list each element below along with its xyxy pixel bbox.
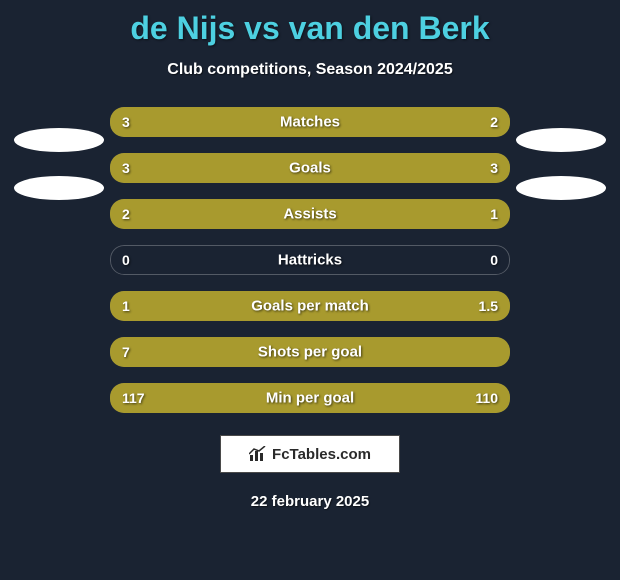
stat-label: Min per goal xyxy=(266,390,354,407)
stat-value-left: 0 xyxy=(122,252,130,268)
stat-value-left: 2 xyxy=(122,206,130,222)
stat-bar-right xyxy=(350,107,510,137)
stat-label: Hattricks xyxy=(278,252,342,269)
brand-badge[interactable]: FcTables.com xyxy=(220,435,400,473)
stat-row: 0 0 Hattricks xyxy=(110,245,510,275)
decorative-ellipse xyxy=(516,128,606,152)
stat-row: 2 1 Assists xyxy=(110,199,510,229)
stat-value-right: 0 xyxy=(490,252,498,268)
stat-label: Goals xyxy=(289,160,331,177)
stat-value-left: 117 xyxy=(122,390,145,406)
stats-container: 3 2 Matches 3 3 Goals 2 1 Assists 0 0 Hattricks 1 1.5… xyxy=(0,107,620,413)
stat-bar-left xyxy=(110,199,378,229)
stat-row: 7 Shots per goal xyxy=(110,337,510,367)
stat-row: 1 1.5 Goals per match xyxy=(110,291,510,321)
stat-label: Goals per match xyxy=(251,298,369,315)
stat-row: 3 3 Goals xyxy=(110,153,510,183)
decorative-ellipse xyxy=(516,176,606,200)
comparison-title: de Nijs vs van den Berk xyxy=(0,0,620,47)
stat-value-left: 7 xyxy=(122,344,130,360)
stat-label: Shots per goal xyxy=(258,344,362,361)
stat-label: Matches xyxy=(280,114,340,131)
stat-bar-left xyxy=(110,153,310,183)
stat-value-right: 1.5 xyxy=(479,298,498,314)
stat-row: 117 110 Min per goal xyxy=(110,383,510,413)
decorative-ellipse xyxy=(14,128,104,152)
stat-row: 3 2 Matches xyxy=(110,107,510,137)
chart-icon xyxy=(249,446,267,462)
comparison-subtitle: Club competitions, Season 2024/2025 xyxy=(0,61,620,79)
stat-value-right: 2 xyxy=(490,114,498,130)
stat-value-right: 1 xyxy=(490,206,498,222)
stat-value-left: 3 xyxy=(122,160,130,176)
stat-value-right: 3 xyxy=(490,160,498,176)
footer-date: 22 february 2025 xyxy=(0,493,620,510)
brand-text: FcTables.com xyxy=(272,446,371,463)
stat-value-left: 1 xyxy=(122,298,130,314)
stat-bar-left xyxy=(110,291,270,321)
decorative-ellipse xyxy=(14,176,104,200)
stat-bar-right xyxy=(310,153,510,183)
stat-value-left: 3 xyxy=(122,114,130,130)
stat-value-right: 110 xyxy=(475,390,498,406)
stat-label: Assists xyxy=(283,206,336,223)
